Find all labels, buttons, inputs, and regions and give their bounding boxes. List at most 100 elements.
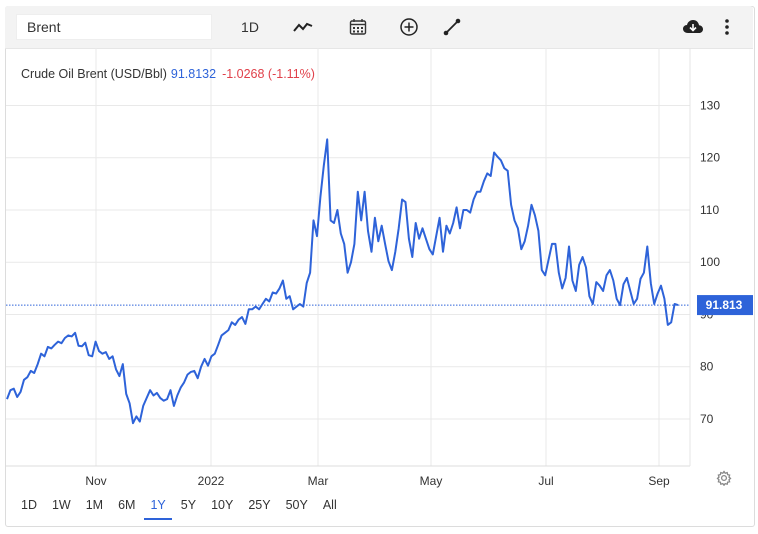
- data-point: [500, 159, 502, 161]
- data-point: [20, 391, 22, 393]
- data-point: [514, 219, 516, 221]
- data-point: [571, 280, 573, 282]
- data-point: [57, 341, 59, 343]
- data-point: [674, 303, 676, 305]
- data-point: [616, 298, 618, 300]
- data-point: [401, 199, 403, 201]
- data-point: [456, 206, 458, 208]
- data-point: [364, 191, 366, 193]
- settings-icon[interactable]: [716, 470, 732, 487]
- data-point: [527, 225, 529, 227]
- data-point: [660, 285, 662, 287]
- data-point: [67, 334, 69, 336]
- data-point: [582, 256, 584, 258]
- data-point: [282, 280, 284, 282]
- range-button-50y[interactable]: 50Y: [285, 498, 308, 512]
- data-point: [619, 304, 621, 306]
- data-point: [394, 251, 396, 253]
- data-point: [71, 335, 73, 337]
- chart-widget: [5, 6, 755, 527]
- data-point: [653, 303, 655, 305]
- data-point: [108, 358, 110, 360]
- range-button-5y[interactable]: 5Y: [180, 498, 197, 512]
- legend-name: Crude Oil Brent (USD/Bbl): [21, 67, 167, 81]
- symbol-search-input[interactable]: Brent: [16, 14, 212, 40]
- data-point: [173, 405, 175, 407]
- range-button-1m[interactable]: 1M: [85, 498, 104, 512]
- data-point: [595, 281, 597, 283]
- more-options-icon[interactable]: [717, 14, 737, 40]
- data-point: [265, 298, 267, 300]
- data-point: [285, 298, 287, 300]
- data-point: [568, 246, 570, 248]
- data-point: [125, 393, 127, 395]
- data-point: [353, 243, 355, 245]
- data-point: [367, 230, 369, 232]
- data-point: [241, 316, 243, 318]
- data-point: [606, 274, 608, 276]
- data-point: [510, 204, 512, 206]
- data-point: [118, 375, 120, 377]
- data-point: [64, 337, 66, 339]
- data-point: [244, 323, 246, 325]
- last-price-label: 91.813: [706, 298, 743, 312]
- data-point: [360, 219, 362, 221]
- x-axis: Nov 2022 Mar May Jul Sep: [85, 474, 670, 488]
- data-point: [497, 156, 499, 158]
- data-point: [425, 238, 427, 240]
- data-point: [646, 246, 648, 248]
- data-point: [313, 219, 315, 221]
- data-point: [565, 277, 567, 279]
- data-point: [640, 278, 642, 280]
- data-point: [159, 397, 161, 399]
- data-point: [16, 396, 18, 398]
- data-point: [217, 344, 219, 346]
- data-point: [95, 341, 97, 343]
- data-point: [207, 365, 209, 367]
- line-chart-icon[interactable]: [288, 14, 318, 40]
- range-button-1d[interactable]: 1D: [21, 498, 37, 512]
- data-point: [319, 196, 321, 198]
- data-point: [503, 167, 505, 169]
- data-point: [306, 282, 308, 284]
- data-point: [398, 227, 400, 229]
- draw-tool-icon[interactable]: [437, 14, 467, 40]
- data-point: [408, 238, 410, 240]
- data-point: [193, 370, 195, 372]
- add-comparison-icon[interactable]: [394, 14, 424, 40]
- data-point: [541, 269, 543, 271]
- data-point: [149, 389, 151, 391]
- data-point: [561, 287, 563, 289]
- data-point: [578, 264, 580, 266]
- data-point: [466, 209, 468, 211]
- data-point: [442, 251, 444, 253]
- data-point: [350, 261, 352, 263]
- data-point: [112, 355, 114, 357]
- range-button-6m[interactable]: 6M: [118, 498, 136, 512]
- interval-selector[interactable]: 1D: [241, 19, 259, 35]
- range-button-1w[interactable]: 1W: [51, 498, 71, 512]
- y-tick-label: 130: [700, 98, 720, 112]
- data-point: [153, 395, 155, 397]
- data-point: [44, 355, 46, 357]
- range-button-all[interactable]: All: [322, 498, 337, 512]
- data-point: [323, 165, 325, 167]
- data-point: [98, 350, 100, 352]
- legend-price: 91.8132: [170, 67, 217, 81]
- y-tick-label: 110: [700, 203, 719, 217]
- y-tick-label: 120: [700, 151, 720, 165]
- data-point: [6, 398, 8, 400]
- range-button-25y[interactable]: 25Y: [248, 498, 271, 512]
- data-point: [37, 363, 39, 365]
- data-point: [23, 379, 25, 381]
- download-icon[interactable]: [678, 14, 708, 40]
- data-point: [544, 274, 546, 276]
- range-button-1y[interactable]: 1Y: [144, 496, 172, 520]
- data-point: [493, 152, 495, 154]
- data-point: [210, 355, 212, 357]
- range-button-10y[interactable]: 10Y: [211, 498, 234, 512]
- data-point: [633, 303, 635, 305]
- calendar-icon[interactable]: [343, 14, 373, 40]
- data-point: [663, 298, 665, 300]
- data-point: [187, 374, 189, 376]
